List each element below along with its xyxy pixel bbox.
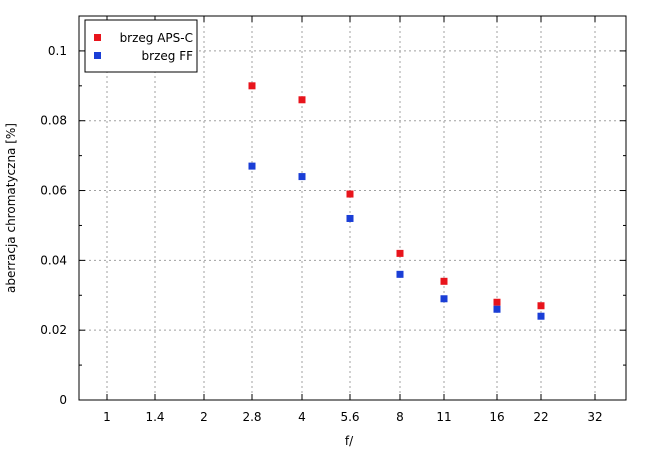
- x-axis-label: f/: [345, 434, 354, 448]
- data-point-aps-c: [396, 249, 404, 257]
- x-tick-label: 8: [396, 410, 404, 424]
- x-tick-label: 11: [436, 410, 451, 424]
- data-point-ff: [537, 312, 545, 320]
- plot-frame: [78, 15, 627, 401]
- x-tick-label: 5.6: [340, 410, 359, 424]
- x-tick-label: 4: [298, 410, 306, 424]
- y-axis-label: aberracja chromatyczna [%]: [4, 123, 18, 293]
- data-point-aps-c: [493, 298, 501, 306]
- data-point-ff: [440, 295, 448, 303]
- data-point-aps-c: [537, 302, 545, 310]
- legend-marker-ff: [94, 52, 101, 59]
- axis-ticks: [79, 16, 626, 401]
- x-axis-tick-labels: 1 1.4 2 2.8 4 5.6 8 11 16 22 32: [103, 410, 602, 424]
- data-point-aps-c: [346, 190, 354, 198]
- y-tick-label: 0.08: [40, 114, 67, 128]
- grid: [79, 16, 626, 400]
- data-point-ff: [493, 305, 501, 313]
- data-point-aps-c: [248, 82, 256, 90]
- data-point-ff: [248, 162, 256, 170]
- data-point-ff: [346, 214, 354, 222]
- x-tick-label: 1.4: [145, 410, 164, 424]
- data-points: [248, 82, 545, 320]
- x-tick-label: 32: [587, 410, 602, 424]
- legend: brzeg APS-C brzeg FF: [84, 19, 198, 73]
- y-tick-label: 0.06: [40, 184, 67, 198]
- x-tick-label: 2.8: [242, 410, 261, 424]
- legend-label-aps-c: brzeg APS-C: [120, 31, 193, 45]
- y-tick-label: 0.1: [48, 44, 67, 58]
- x-tick-label: 1: [103, 410, 111, 424]
- y-tick-label: 0.02: [40, 323, 67, 337]
- legend-marker-aps-c: [94, 34, 101, 41]
- y-tick-label: 0.04: [40, 253, 67, 267]
- x-tick-label: 22: [533, 410, 548, 424]
- x-tick-label: 2: [200, 410, 208, 424]
- legend-label-ff: brzeg FF: [142, 49, 194, 63]
- legend-box: [84, 19, 198, 73]
- y-tick-label: 0: [59, 393, 67, 407]
- x-tick-label: 16: [489, 410, 504, 424]
- data-point-aps-c: [440, 277, 448, 285]
- y-axis-tick-labels: 0 0.02 0.04 0.06 0.08 0.1: [40, 44, 67, 407]
- data-point-ff: [298, 173, 306, 181]
- data-point-ff: [396, 270, 404, 278]
- data-point-aps-c: [298, 96, 306, 104]
